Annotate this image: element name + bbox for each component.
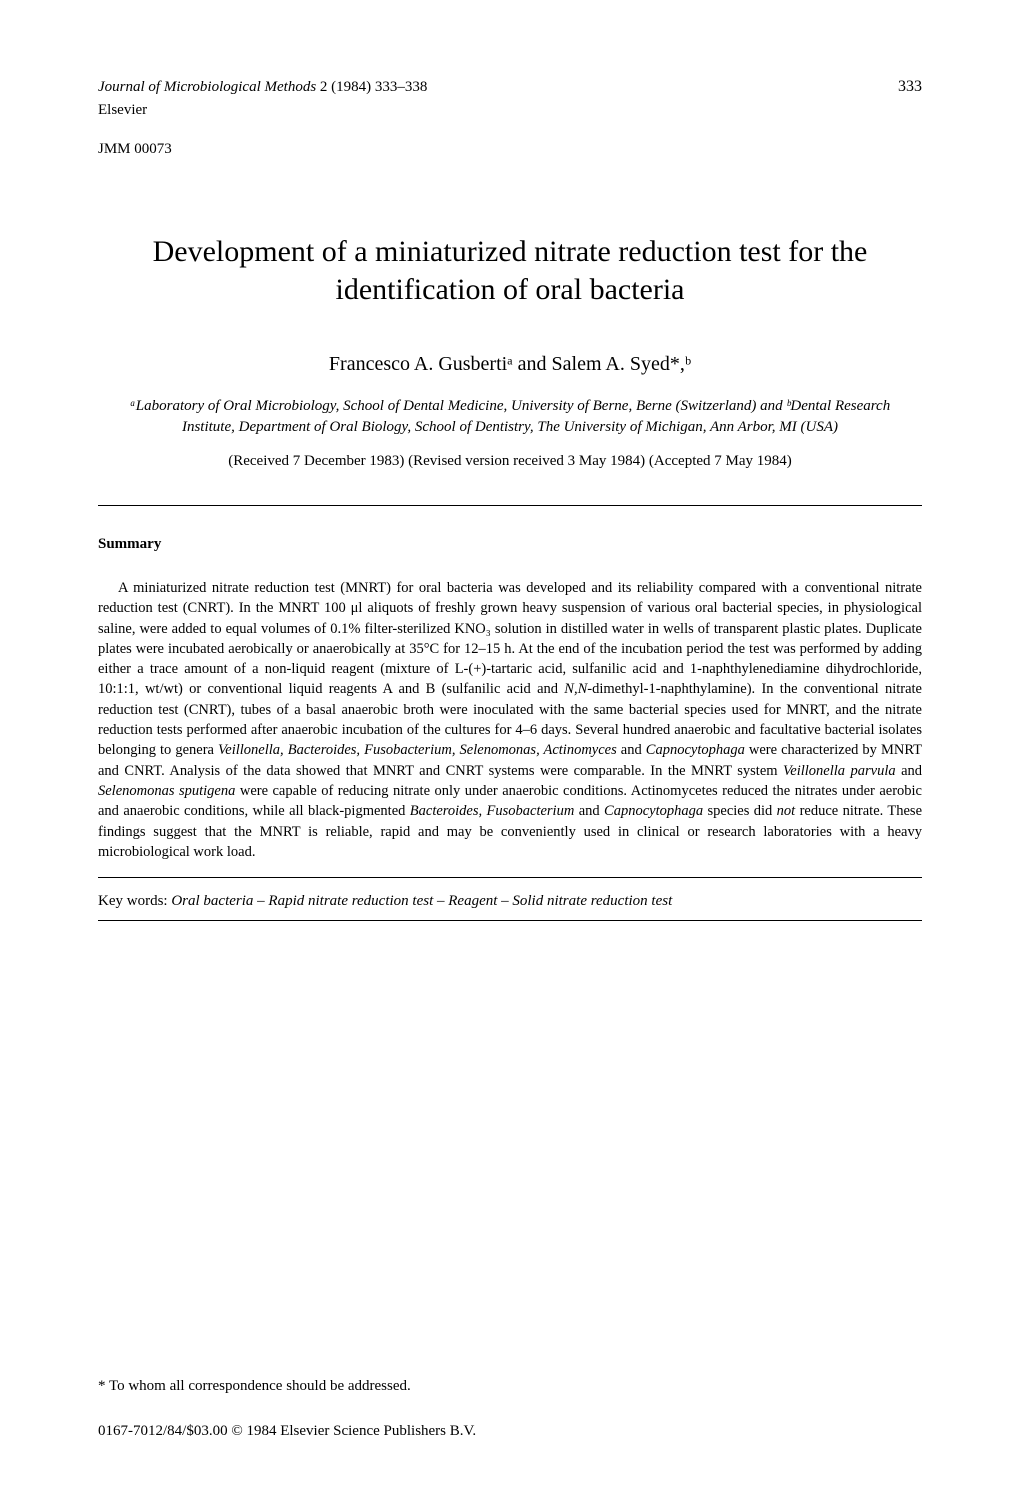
divider	[98, 877, 922, 878]
keywords: Key words: Oral bacteria – Rapid nitrate…	[98, 893, 922, 910]
keywords-label: Key words:	[98, 893, 171, 909]
journal-details: 2 (1984) 333–338	[316, 79, 427, 95]
keywords-content: Oral bacteria – Rapid nitrate reduction …	[171, 893, 672, 909]
dates: (Received 7 December 1983) (Revised vers…	[98, 453, 922, 470]
page-number: 333	[898, 78, 922, 96]
article-code: JMM 00073	[98, 141, 922, 158]
publisher: Elsevier	[98, 102, 922, 119]
article-title: Development of a miniaturized nitrate re…	[98, 233, 922, 308]
divider	[98, 505, 922, 506]
summary-heading: Summary	[98, 536, 922, 553]
affiliations: ᵃLaboratory of Oral Microbiology, School…	[98, 396, 922, 438]
authors: Francesco A. Gusbertiᵃ and Salem A. Syed…	[98, 353, 922, 376]
journal-name: Journal of Microbiological Methods	[98, 79, 316, 95]
header-row: Journal of Microbiological Methods 2 (19…	[98, 78, 922, 96]
copyright: 0167-7012/84/$03.00 © 1984 Elsevier Scie…	[98, 1423, 476, 1440]
divider	[98, 920, 922, 921]
journal-info: Journal of Microbiological Methods 2 (19…	[98, 79, 427, 96]
correspondence-footnote: * To whom all correspondence should be a…	[98, 1378, 411, 1395]
summary-text: A miniaturized nitrate reduction test (M…	[98, 578, 922, 862]
